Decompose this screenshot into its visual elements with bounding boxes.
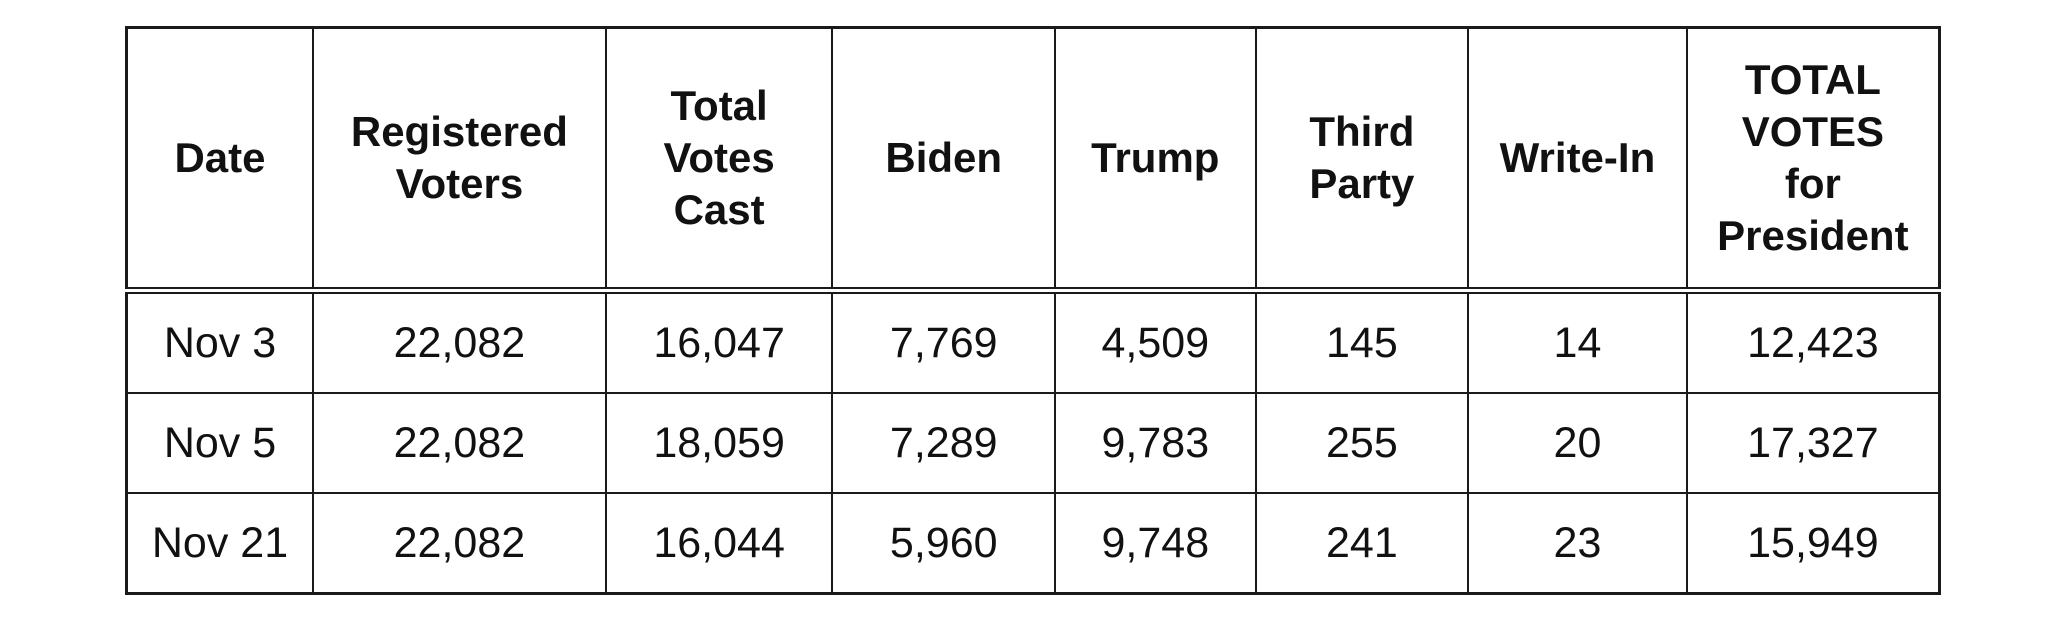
cell-total-votes-for-president: 12,423 [1685, 289, 1941, 394]
header-write-in: Write-In [1467, 26, 1688, 292]
cell-third-party: 241 [1254, 492, 1470, 595]
cell-write-in: 20 [1467, 392, 1688, 494]
cell-total-votes-for-president: 17,327 [1685, 392, 1941, 494]
header-trump: Trump [1054, 26, 1257, 292]
cell-date: Nov 3 [125, 289, 314, 394]
header-third-party: Third Party [1254, 26, 1470, 292]
header-date: Date [125, 26, 314, 292]
cell-date: Nov 5 [125, 392, 314, 494]
header-biden: Biden [831, 26, 1057, 292]
cell-third-party: 255 [1254, 392, 1470, 494]
cell-write-in: 23 [1467, 492, 1688, 595]
table-row: Nov 21 22,082 16,044 5,960 9,748 241 23 … [125, 492, 1941, 595]
cell-biden: 7,289 [831, 392, 1057, 494]
cell-total-votes-cast: 18,059 [604, 392, 834, 494]
header-total-votes-cast: Total Votes Cast [604, 26, 834, 292]
table-row: Nov 5 22,082 18,059 7,289 9,783 255 20 1… [125, 392, 1941, 494]
table-row: Nov 3 22,082 16,047 7,769 4,509 145 14 1… [125, 289, 1941, 394]
header-total-votes-for-president: TOTAL VOTES for President [1685, 26, 1941, 292]
header-registered-voters: Registered Voters [312, 26, 607, 292]
header-row: Date Registered Voters Total Votes Cast … [125, 26, 1941, 292]
cell-trump: 4,509 [1054, 289, 1257, 394]
cell-trump: 9,748 [1054, 492, 1257, 595]
cell-total-votes-for-president: 15,949 [1685, 492, 1941, 595]
cell-write-in: 14 [1467, 289, 1688, 394]
cell-total-votes-cast: 16,044 [604, 492, 834, 595]
cell-biden: 7,769 [831, 289, 1057, 394]
cell-biden: 5,960 [831, 492, 1057, 595]
vote-results-table: Date Registered Voters Total Votes Cast … [125, 26, 1941, 595]
cell-registered-voters: 22,082 [312, 492, 607, 595]
cell-registered-voters: 22,082 [312, 289, 607, 394]
cell-trump: 9,783 [1054, 392, 1257, 494]
vote-results-table-container: Date Registered Voters Total Votes Cast … [125, 26, 1941, 595]
cell-registered-voters: 22,082 [312, 392, 607, 494]
cell-third-party: 145 [1254, 289, 1470, 394]
cell-date: Nov 21 [125, 492, 314, 595]
cell-total-votes-cast: 16,047 [604, 289, 834, 394]
